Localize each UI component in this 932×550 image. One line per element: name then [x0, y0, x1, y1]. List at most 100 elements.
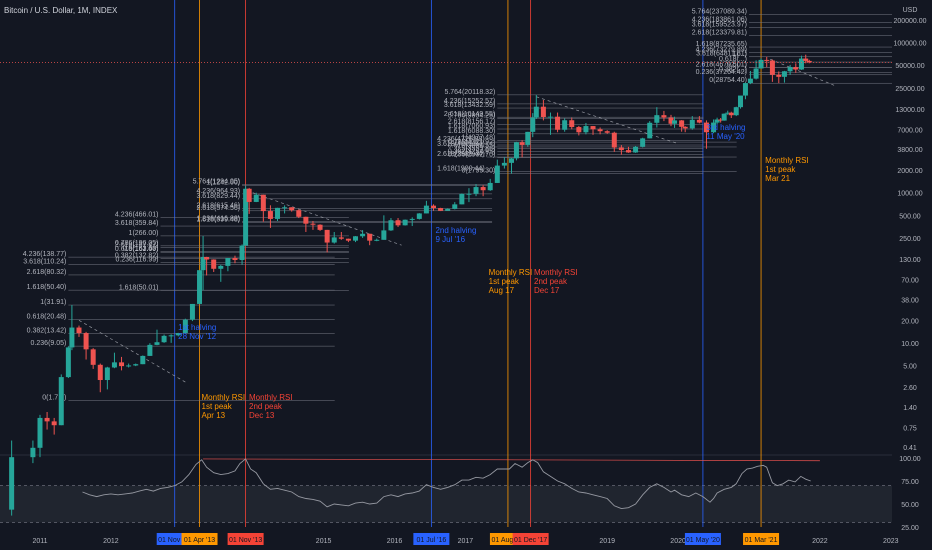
right-axis — [892, 0, 932, 550]
y-tick-label: 100000.00 — [893, 41, 926, 48]
x-tick-label: 2012 — [103, 538, 119, 545]
candle-body — [416, 213, 422, 219]
rsi-tick-label: 75.00 — [901, 479, 919, 486]
candle-body — [519, 142, 525, 145]
x-tick-label: 2017 — [458, 538, 474, 545]
y-tick-label: 250.00 — [899, 236, 921, 243]
candle-body — [747, 78, 753, 84]
x-date-tag-label: 01 Apr '13 — [184, 537, 215, 544]
candle-body — [640, 138, 646, 147]
x-date-tag — [227, 533, 264, 545]
candle-body — [282, 207, 288, 209]
candle-body — [758, 59, 764, 69]
fib-cycle4-label: 0(1799.30) — [461, 168, 495, 175]
x-tick-label: 2011 — [32, 538, 47, 545]
candle-body — [494, 165, 500, 183]
x-date-tag-label: 01 Aug '17 — [492, 537, 525, 544]
fib-cycle4-label: 0.618(3864.55) — [448, 143, 495, 150]
x-date-tag — [684, 533, 721, 545]
candle-body — [696, 119, 702, 123]
rsi-peak-label: Monthly RSI 2nd peak Dec 17 — [534, 268, 578, 295]
candle-body — [769, 60, 775, 75]
candle-body — [533, 106, 539, 118]
x-date-tag-label: 01 May '20 — [686, 537, 720, 544]
y-tick-label: 7000.00 — [897, 127, 922, 134]
candle-body — [232, 258, 238, 261]
candle-body — [225, 258, 231, 266]
candle-body — [633, 146, 639, 153]
x-date-tag — [512, 533, 549, 545]
candle-body — [243, 188, 249, 246]
fib-cycle5-label: 0.382(...) — [719, 67, 747, 74]
candle-body — [175, 333, 181, 336]
fib-cycle4-label: 0.5(3555.86) — [456, 145, 496, 152]
candle-body — [776, 74, 782, 77]
candle-body — [423, 205, 429, 214]
fib-cycle4-label: 1.618(7060.93) — [448, 123, 495, 130]
candle-body — [90, 349, 96, 365]
candle-body — [540, 106, 546, 118]
y-tick-label: 5.00 — [903, 363, 917, 370]
candle-body — [793, 67, 799, 70]
candle-body — [459, 193, 465, 205]
fib-cycle2-label: 0.236(116.99) — [115, 257, 158, 264]
candle-body — [647, 122, 653, 139]
y-tick-label: 25000.00 — [895, 86, 924, 93]
candle-body — [345, 238, 351, 241]
fib-cycle5-label: 0(28754.40) — [709, 77, 747, 84]
halving-label: 1st halving 28 Nov '12 — [178, 323, 217, 341]
candle-body — [76, 327, 82, 334]
candle-body — [218, 265, 224, 269]
candle-body — [83, 333, 89, 350]
fib-cycle4-label: 4.236(15252.57) — [444, 98, 495, 105]
candle-body — [111, 362, 117, 368]
fib-cycle5-label: 2.618(123379.81) — [692, 30, 747, 37]
candle-body — [798, 58, 804, 70]
candle-body — [97, 364, 103, 381]
fib-cycle3-label: 3.618(4069.84) — [437, 141, 484, 148]
candle-body — [402, 219, 408, 226]
candle-body — [200, 257, 206, 271]
candle-body — [197, 270, 203, 304]
x-date-tag — [743, 533, 780, 545]
candle-body — [625, 150, 631, 153]
fib-cycle1-label: 0.382(13.42) — [27, 327, 67, 334]
axis-currency: USD — [903, 7, 918, 14]
candle-body — [331, 237, 337, 243]
candle-body — [661, 115, 667, 118]
y-tick-label: 0.75 — [903, 425, 917, 432]
fib-cycle3-label: 1.618(1909.44) — [437, 166, 484, 173]
x-date-tag — [413, 533, 450, 545]
rsi-resistance-line — [203, 458, 820, 462]
x-date-tag-label: 01 Nov '13 — [229, 537, 262, 544]
y-tick-label: 38.00 — [901, 297, 919, 304]
candle-body — [37, 417, 43, 448]
candle-body — [597, 129, 603, 132]
candle-body — [409, 218, 415, 220]
fib-cycle3-label: 4.236(4726.88) — [437, 136, 484, 143]
candle-body — [260, 194, 266, 212]
x-tick-label: 2023 — [883, 538, 899, 545]
fib-cycle3-label: 1.618(399.48) — [196, 217, 240, 224]
candle-body — [126, 365, 132, 367]
y-tick-label: 1000.00 — [897, 191, 922, 198]
fib-cycle4-label: 0.786(4321.92) — [448, 139, 495, 146]
candle-body — [753, 68, 759, 79]
fib-cycle2-label: 3.618(359.84) — [115, 220, 159, 227]
fib-cycle4-label: 3.618(13432.59) — [444, 102, 495, 109]
x-date-tag — [181, 533, 218, 545]
candle-body — [501, 162, 507, 166]
candle-body — [513, 142, 519, 159]
y-tick-label: 2000.00 — [897, 168, 922, 175]
fib-cycle5-label: 2.618(46792.01) — [696, 61, 747, 68]
fib-cycle2-label: 0(162.00) — [129, 246, 159, 253]
x-date-tag-label: 01 Mar '21 — [745, 537, 778, 544]
candle-body — [253, 194, 259, 202]
rsi-peak-label: Monthly RSI 2nd peak Dec 13 — [249, 393, 293, 420]
candle-body — [239, 245, 245, 261]
x-tick-label: 2020 — [670, 538, 686, 545]
fib-cycle3-label: 2.618(2989.44) — [437, 151, 484, 158]
fib-cycle4-label: 2.618(10149.55) — [444, 111, 495, 118]
y-tick-label: 13000.00 — [895, 107, 924, 114]
